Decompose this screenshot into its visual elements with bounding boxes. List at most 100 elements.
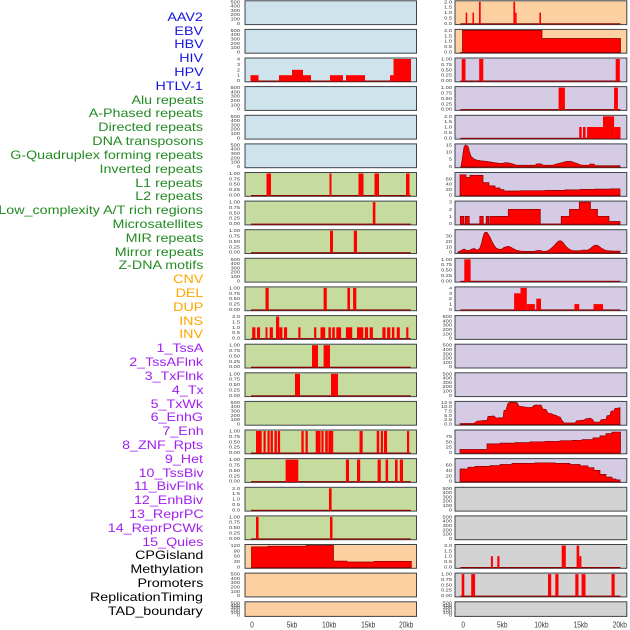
svg-text:0.75: 0.75 bbox=[229, 205, 240, 211]
svg-text:100: 100 bbox=[231, 589, 241, 595]
svg-text:500: 500 bbox=[443, 486, 453, 492]
svg-text:300: 300 bbox=[231, 409, 241, 415]
svg-text:400: 400 bbox=[443, 519, 453, 525]
svg-text:100: 100 bbox=[443, 389, 453, 395]
svg-text:2: 2 bbox=[449, 207, 452, 213]
svg-text:200: 200 bbox=[443, 356, 453, 362]
svg-text:2.0: 2.0 bbox=[232, 314, 240, 320]
svg-text:0.0: 0.0 bbox=[232, 336, 240, 342]
svg-text:0: 0 bbox=[449, 393, 452, 399]
svg-text:0: 0 bbox=[237, 279, 240, 285]
svg-text:400: 400 bbox=[231, 261, 241, 267]
svg-text:15kb: 15kb bbox=[574, 620, 588, 630]
svg-text:1.00: 1.00 bbox=[229, 343, 240, 349]
svg-text:400: 400 bbox=[443, 376, 453, 382]
svg-text:5kb: 5kb bbox=[287, 620, 298, 630]
svg-text:0.0: 0.0 bbox=[232, 508, 240, 514]
svg-text:1.00: 1.00 bbox=[441, 85, 452, 91]
svg-text:200: 200 bbox=[443, 327, 453, 333]
svg-text:500: 500 bbox=[443, 343, 453, 349]
svg-text:60: 60 bbox=[446, 463, 452, 469]
svg-text:20: 20 bbox=[446, 239, 452, 245]
svg-text:200: 200 bbox=[443, 608, 453, 614]
svg-text:0.00: 0.00 bbox=[229, 450, 240, 456]
svg-text:5.0: 5.0 bbox=[444, 413, 452, 419]
svg-text:100: 100 bbox=[443, 532, 453, 538]
svg-text:0.5: 0.5 bbox=[444, 44, 452, 50]
svg-text:100: 100 bbox=[443, 610, 453, 616]
svg-text:0.50: 0.50 bbox=[229, 440, 240, 446]
svg-text:25: 25 bbox=[446, 445, 452, 451]
svg-text:0.25: 0.25 bbox=[229, 302, 240, 308]
svg-text:0.00: 0.00 bbox=[441, 279, 452, 285]
svg-text:0.50: 0.50 bbox=[441, 268, 452, 274]
svg-text:300: 300 bbox=[231, 151, 241, 157]
svg-text:300: 300 bbox=[231, 8, 241, 14]
svg-text:0.25: 0.25 bbox=[229, 445, 240, 451]
svg-text:30: 30 bbox=[446, 234, 452, 240]
svg-text:100: 100 bbox=[231, 160, 241, 166]
svg-text:0.50: 0.50 bbox=[229, 239, 240, 245]
svg-text:0.00: 0.00 bbox=[229, 536, 240, 542]
svg-text:1.00: 1.00 bbox=[441, 57, 452, 63]
svg-text:0: 0 bbox=[237, 422, 240, 428]
svg-text:0.50: 0.50 bbox=[229, 297, 240, 303]
svg-text:1: 1 bbox=[237, 73, 240, 79]
svg-text:1.5: 1.5 bbox=[232, 320, 240, 326]
svg-text:0: 0 bbox=[449, 250, 452, 256]
svg-text:0.0: 0.0 bbox=[444, 136, 452, 142]
svg-text:0.25: 0.25 bbox=[229, 531, 240, 537]
svg-text:0.00: 0.00 bbox=[229, 221, 240, 227]
svg-text:0.0: 0.0 bbox=[444, 50, 452, 56]
svg-text:1.00: 1.00 bbox=[441, 257, 452, 263]
svg-text:500: 500 bbox=[231, 601, 241, 607]
svg-text:0.50: 0.50 bbox=[441, 583, 452, 589]
svg-text:0.25: 0.25 bbox=[441, 102, 452, 108]
svg-text:200: 200 bbox=[231, 98, 241, 104]
svg-text:0.50: 0.50 bbox=[229, 468, 240, 474]
svg-text:100: 100 bbox=[231, 610, 241, 616]
svg-text:0.00: 0.00 bbox=[229, 393, 240, 399]
svg-text:200: 200 bbox=[231, 413, 241, 419]
svg-text:2: 2 bbox=[449, 297, 452, 303]
svg-text:0.25: 0.25 bbox=[441, 73, 452, 79]
svg-text:0.75: 0.75 bbox=[441, 263, 452, 269]
svg-text:15kb: 15kb bbox=[361, 620, 375, 630]
svg-text:0: 0 bbox=[237, 107, 240, 113]
svg-text:2.5: 2.5 bbox=[444, 417, 452, 423]
svg-text:500: 500 bbox=[231, 28, 241, 34]
svg-text:10: 10 bbox=[446, 150, 452, 156]
svg-text:100: 100 bbox=[443, 503, 453, 509]
svg-text:90: 90 bbox=[234, 549, 240, 555]
svg-text:400: 400 bbox=[231, 118, 241, 124]
svg-text:0.25: 0.25 bbox=[441, 588, 452, 594]
svg-text:20kb: 20kb bbox=[399, 620, 413, 630]
svg-text:0.50: 0.50 bbox=[441, 96, 452, 102]
svg-text:0: 0 bbox=[449, 508, 452, 514]
svg-text:0.00: 0.00 bbox=[229, 193, 240, 199]
svg-text:30: 30 bbox=[234, 559, 240, 565]
svg-text:0.75: 0.75 bbox=[229, 463, 240, 469]
svg-text:2.0: 2.0 bbox=[232, 486, 240, 492]
svg-text:300: 300 bbox=[443, 523, 453, 529]
svg-text:0.0: 0.0 bbox=[444, 565, 452, 571]
svg-text:3: 3 bbox=[237, 62, 240, 68]
svg-text:100: 100 bbox=[231, 417, 241, 423]
svg-text:4: 4 bbox=[237, 57, 240, 63]
svg-text:0: 0 bbox=[237, 593, 240, 599]
svg-text:0.75: 0.75 bbox=[229, 348, 240, 354]
svg-text:0.25: 0.25 bbox=[229, 474, 240, 480]
svg-text:500: 500 bbox=[231, 0, 241, 5]
svg-text:200: 200 bbox=[231, 585, 241, 591]
svg-text:0.5: 0.5 bbox=[232, 502, 240, 508]
svg-text:100: 100 bbox=[231, 103, 241, 109]
svg-text:200: 200 bbox=[231, 270, 241, 276]
svg-text:300: 300 bbox=[231, 581, 241, 587]
svg-text:500: 500 bbox=[231, 400, 241, 406]
svg-text:200: 200 bbox=[443, 528, 453, 534]
svg-text:200: 200 bbox=[231, 156, 241, 162]
svg-text:0.5: 0.5 bbox=[232, 331, 240, 337]
svg-text:3: 3 bbox=[449, 291, 452, 297]
svg-text:0: 0 bbox=[449, 536, 452, 542]
svg-text:1.0: 1.0 bbox=[232, 497, 240, 503]
